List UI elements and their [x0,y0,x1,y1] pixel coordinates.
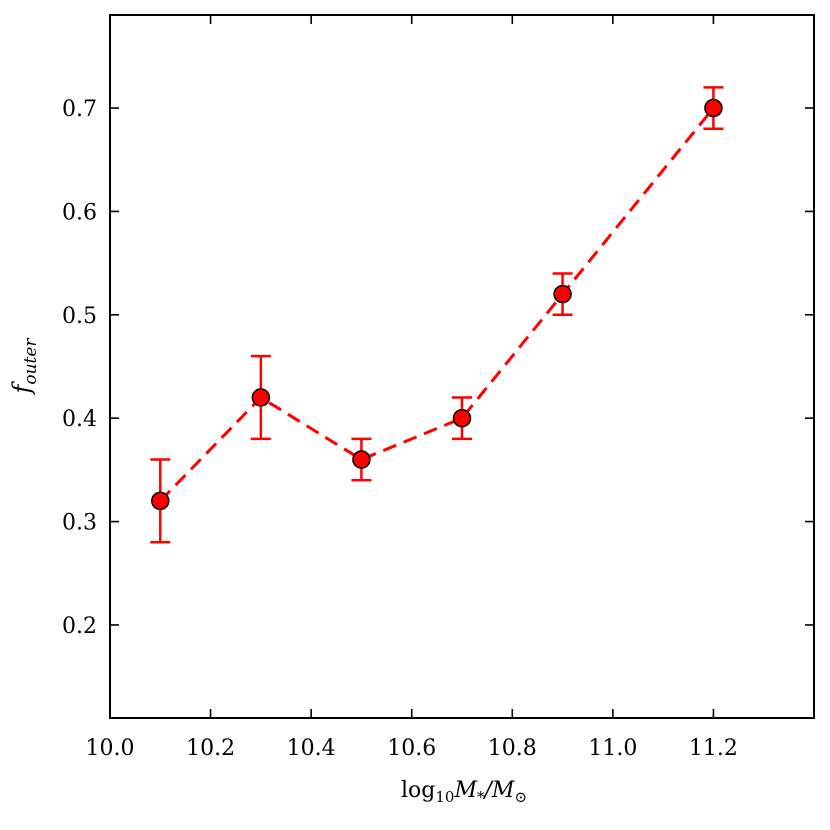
x-tick-label: 11.2 [689,736,738,761]
tick-labels: 10.0 10.2 10.4 10.6 10.8 11.0 11.2 0.2 0.3 0.4 0.5… [62,97,738,761]
x-axis-title-prefix-sub: 10 [435,788,454,806]
y-tick-label: 0.5 [62,304,97,329]
x-tick-label: 10.8 [488,736,537,761]
x-tick-label: 11.0 [588,736,637,761]
x-tick-label: 10.6 [387,736,436,761]
x-axis-title-var2-sub: ⊙ [514,788,527,806]
data-point [251,388,271,407]
x-tick-label: 10.4 [287,736,336,761]
y-tick-label: 0.4 [62,407,97,432]
axis-ticks [109,15,814,718]
y-tick-label: 0.6 [62,200,97,225]
series-line [159,107,715,502]
x-axis-title-var2: M [491,778,515,803]
data-point [352,450,371,469]
y-axis-title-var-sub: outer [21,338,41,385]
y-tick-label: 0.2 [62,614,97,639]
x-axis-title: log10M*/M⊙ [401,778,527,806]
y-tick-label: 0.3 [62,511,97,536]
x-tick-label: 10.0 [86,736,135,761]
y-tick-label: 0.7 [62,97,97,122]
x-tick-label: 10.2 [186,736,235,761]
x-axis-title-slash: / [482,778,494,803]
y-axis-title: fouter [8,338,41,396]
data-point [151,491,170,511]
x-axis-title-var1: M [453,778,477,803]
data-point [553,284,572,304]
plot-frame [109,14,815,719]
x-axis-title-var1-sub: * [477,788,485,806]
plot-area [150,86,724,544]
x-axis-title-prefix: log [401,778,435,803]
data-point [452,408,472,428]
data-point [704,98,723,118]
